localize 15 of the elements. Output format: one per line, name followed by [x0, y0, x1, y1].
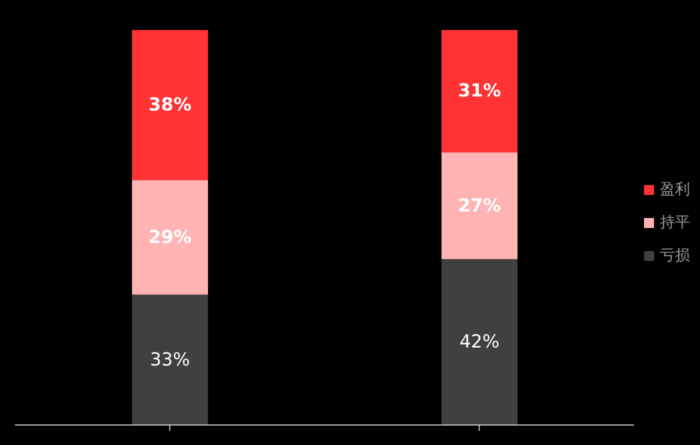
data-label: 27%	[458, 195, 502, 216]
legend-label: 盈利	[660, 180, 690, 199]
legend-label: 持平	[660, 213, 690, 232]
data-label: 33%	[150, 349, 190, 370]
bar	[442, 259, 518, 425]
data-label: 29%	[148, 226, 192, 248]
data-label: 42%	[459, 332, 500, 353]
bar	[442, 152, 518, 260]
bar	[132, 180, 208, 295]
data-label: 38%	[148, 94, 192, 116]
bar	[132, 294, 208, 425]
data-label: 31%	[458, 80, 502, 102]
bar	[442, 30, 518, 152]
legend-label: 亏损	[660, 246, 690, 265]
bar	[132, 30, 208, 180]
